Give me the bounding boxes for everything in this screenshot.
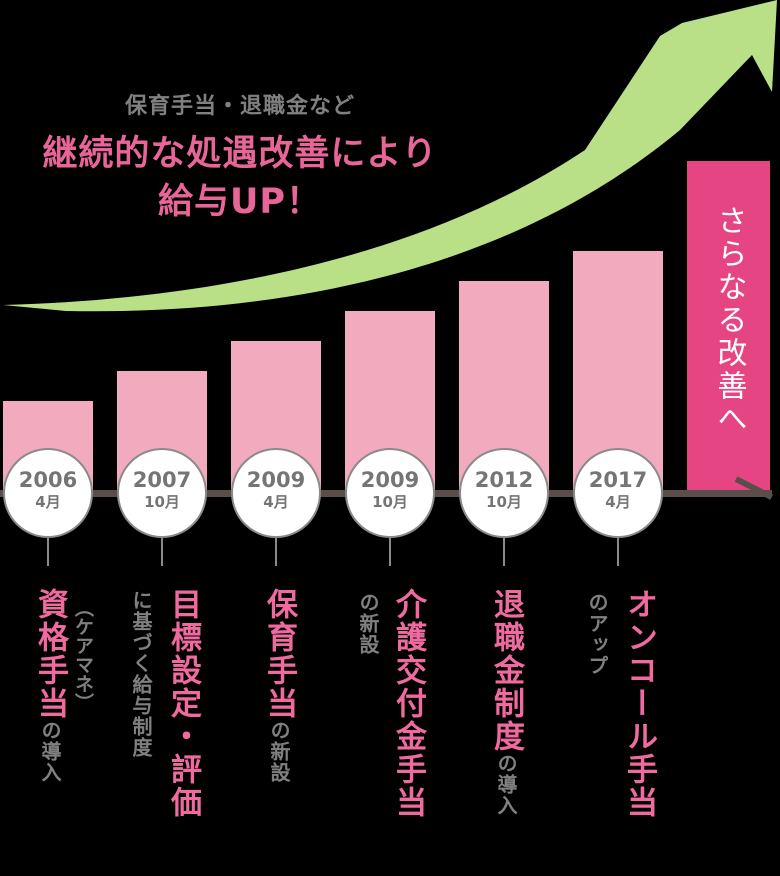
date-year: 2009	[360, 468, 420, 492]
date-year: 2012	[474, 468, 534, 492]
date-month: 10月	[144, 493, 180, 511]
connector-line	[389, 538, 391, 566]
connector-line	[47, 538, 49, 566]
headline-title-line1: 継続的な処遇改善により	[42, 134, 438, 174]
milestone-main: オンコール手当	[621, 588, 657, 819]
date-month: 4月	[605, 493, 631, 511]
milestone-label: 保育手当の新設	[257, 588, 302, 783]
growth-arrow-icon	[3, 0, 777, 312]
date-month: 4月	[35, 493, 61, 511]
future-improvement-box	[687, 161, 770, 491]
headline-title: 継続的な処遇改善により 給与UP！	[0, 130, 480, 226]
date-badge: 2006 4月	[3, 448, 93, 538]
connector-line	[161, 538, 163, 566]
date-year: 2017	[588, 468, 648, 492]
date-badge: 2009 10月	[345, 448, 435, 538]
milestone-prefix: に基づく給与制度	[129, 590, 153, 758]
date-badge: 2007 10月	[117, 448, 207, 538]
date-badge: 2009 4月	[231, 448, 321, 538]
date-year: 2006	[18, 468, 78, 492]
headline-subtitle: 保育手当・退職金など	[124, 94, 355, 119]
milestone-main: 保育手当	[261, 588, 297, 720]
milestone-suffix: の導入	[38, 720, 62, 783]
headline-title-line2: 給与UP！	[157, 182, 323, 222]
milestone-label: 退職金制度の導入	[484, 588, 529, 816]
connector-line	[503, 538, 505, 566]
date-year: 2009	[246, 468, 306, 492]
connector-line	[617, 538, 619, 566]
milestone-suffix: の新設	[267, 720, 291, 783]
future-improvement-label: さらなる改善へ	[711, 205, 747, 436]
milestone-main: 介護交付金手当	[390, 588, 426, 819]
milestone-main: 資格手当	[32, 588, 68, 720]
date-month: 10月	[372, 493, 408, 511]
milestone-suffix: の導入	[494, 753, 518, 816]
date-badge: 2012 10月	[459, 448, 549, 538]
milestone-prefix: の新設	[356, 592, 380, 655]
connector-line	[275, 538, 277, 566]
milestone-prefix: のアップ	[585, 592, 609, 676]
milestone-main: 退職金制度	[488, 588, 524, 753]
milestone-main: 目標設定・評価	[165, 588, 201, 819]
date-month: 10月	[486, 493, 522, 511]
date-year: 2007	[132, 468, 192, 492]
milestone-paren: （ケアマネ）	[72, 598, 94, 712]
date-badge: 2017 4月	[573, 448, 663, 538]
date-month: 4月	[263, 493, 289, 511]
milestone-label: 資格手当の導入	[28, 588, 73, 783]
